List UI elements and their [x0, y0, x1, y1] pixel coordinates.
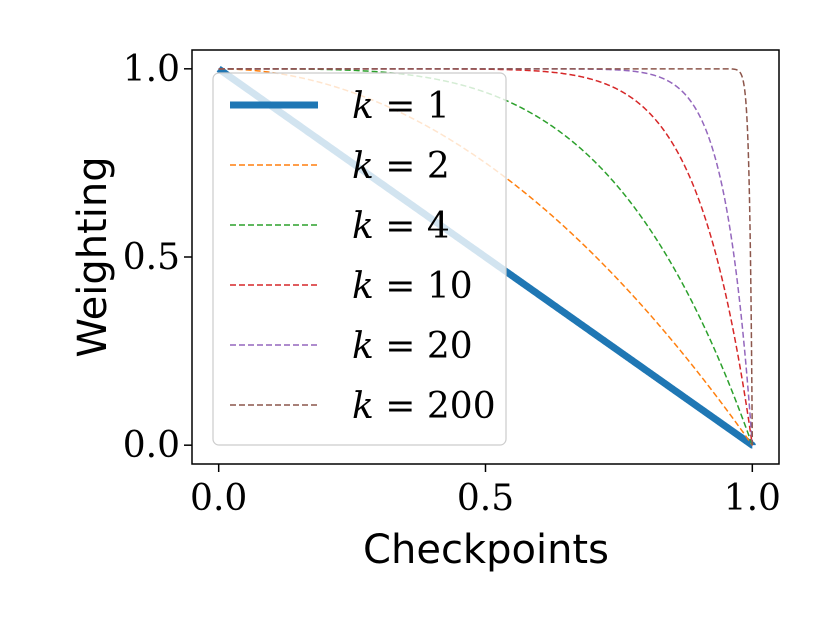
legend-label-3: k = 4: [352, 206, 450, 247]
x-tick-label: 0.5: [457, 478, 514, 519]
legend-label-6: k = 200: [352, 386, 496, 427]
x-axis-ticks: 0.0 0.5 1.0: [190, 464, 781, 519]
legend-label-2: k = 2: [352, 146, 450, 187]
series-line-5: [218, 68, 754, 446]
series-line-6: [218, 68, 754, 446]
legend-entries: k = 1k = 2k = 4k = 10k = 20k = 200: [230, 86, 496, 427]
y-axis-label: Weighting: [70, 156, 116, 357]
y-tick-label: 0.5: [123, 237, 180, 278]
y-tick-label: 0.0: [123, 425, 180, 466]
legend-label-variable: k: [352, 326, 374, 367]
legend-label-value: = 4: [374, 206, 450, 247]
legend-label-value: = 20: [374, 326, 473, 367]
x-tick-label: 0.0: [190, 478, 247, 519]
legend-label-4: k = 10: [352, 266, 473, 307]
legend-label-value: = 10: [374, 266, 473, 307]
y-axis-ticks: 0.0 0.5 1.0: [123, 49, 192, 466]
legend-label-1: k = 1: [352, 86, 450, 127]
legend: k = 1k = 2k = 4k = 10k = 20k = 200: [212, 72, 507, 446]
y-tick-label: 1.0: [123, 49, 180, 90]
legend-label-value: = 2: [374, 146, 450, 187]
legend-label-value: = 200: [374, 386, 496, 427]
x-tick-label: 1.0: [724, 478, 781, 519]
legend-label-variable: k: [352, 146, 374, 187]
legend-label-variable: k: [352, 86, 374, 127]
legend-label-variable: k: [352, 386, 374, 427]
legend-box: [212, 72, 507, 446]
legend-label-value: = 1: [374, 86, 450, 127]
x-axis-label: Checkpoints: [363, 527, 609, 573]
legend-label-variable: k: [352, 266, 374, 307]
legend-label-variable: k: [352, 206, 374, 247]
legend-label-5: k = 20: [352, 326, 473, 367]
